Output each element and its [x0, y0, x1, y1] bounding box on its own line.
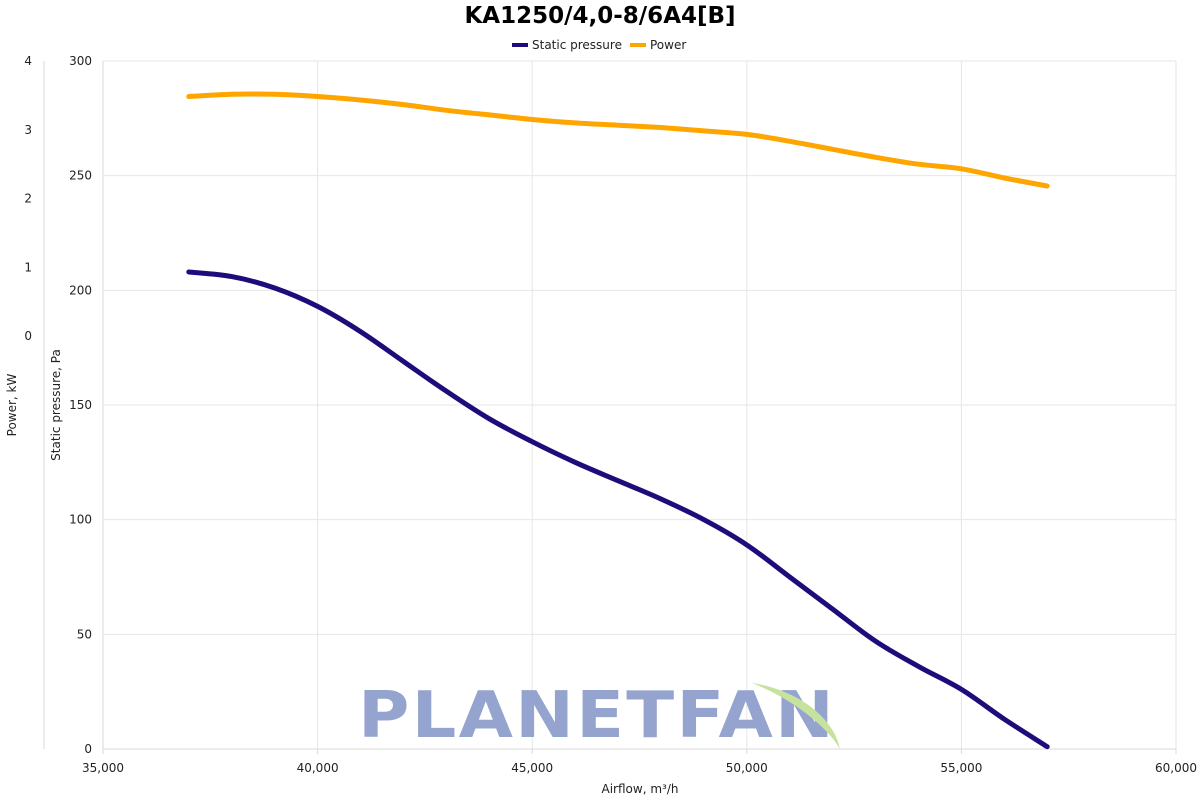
- pressure-tick-label: 0: [84, 742, 92, 756]
- series-line-static-pressure: [186, 269, 1050, 750]
- axis-labels: 35,000 40,000 45,000 50,000 55,000 60,000 0 50 1…: [5, 54, 1197, 796]
- legend-label-power: Power: [650, 38, 686, 52]
- pressure-tick-label: 150: [69, 398, 92, 412]
- series-line-power: [186, 91, 1050, 189]
- x-tick-label: 40,000: [297, 761, 339, 775]
- x-tick-label: 45,000: [511, 761, 553, 775]
- x-tick-label: 50,000: [726, 761, 768, 775]
- power-tick-label: 4: [24, 54, 32, 68]
- pressure-tick-label: 200: [69, 283, 92, 297]
- x-axis-label: Airflow, m³/h: [602, 782, 679, 796]
- pressure-tick-label: 50: [77, 627, 92, 641]
- legend-label-static-pressure: Static pressure: [532, 38, 622, 52]
- x-tick-label: 55,000: [940, 761, 982, 775]
- axes: [43, 61, 1177, 754]
- power-tick-label: 1: [24, 260, 32, 274]
- pressure-tick-label: 250: [69, 169, 92, 183]
- power-tick-label: 2: [24, 192, 32, 206]
- grid: [102, 60, 1177, 750]
- power-tick-label: 3: [24, 123, 32, 137]
- series: [186, 91, 1050, 750]
- x-tick-label: 60,000: [1155, 761, 1197, 775]
- legend: Static pressure Power: [512, 38, 686, 52]
- x-tick-label: 35,000: [82, 761, 124, 775]
- pressure-tick-label: 100: [69, 513, 92, 527]
- chart-title: KA1250/4,0-8/6A4[B]: [464, 3, 735, 29]
- planetfan-watermark: PLANETFAN: [358, 679, 840, 753]
- watermark-text: PLANETFAN: [358, 679, 836, 753]
- power-tick-label: 0: [24, 329, 32, 343]
- pressure-axis-label: Static pressure, Pa: [49, 349, 63, 461]
- power-axis-label: Power, kW: [5, 374, 19, 437]
- pressure-tick-label: 300: [69, 54, 92, 68]
